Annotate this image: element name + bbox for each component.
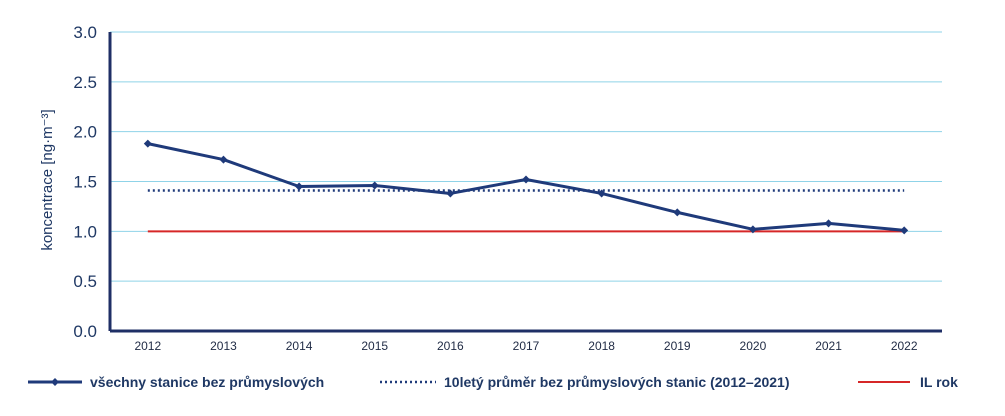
legend: všechny stanice bez průmyslových 10letý p… — [28, 374, 958, 390]
series-line-main — [147, 142, 905, 232]
data-point — [673, 208, 682, 217]
y-tick-label: 1.0 — [73, 222, 97, 241]
data-point — [446, 189, 455, 198]
x-tick-label: 2018 — [588, 339, 615, 353]
x-tick-label: 2017 — [513, 339, 540, 353]
x-tick-label: 2019 — [664, 339, 691, 353]
y-tick-label: 3.0 — [73, 23, 97, 42]
y-tick-label: 2.5 — [73, 73, 97, 92]
x-tick-label: 2013 — [210, 339, 237, 353]
data-point — [295, 182, 304, 191]
data-point — [824, 219, 833, 228]
data-point — [219, 155, 228, 164]
y-axis-label: koncentrace [ng·m⁻³] — [39, 109, 56, 250]
x-tick-label: 2022 — [891, 339, 918, 353]
y-tick-labels: 0.0 0.5 1.0 1.5 2.0 2.5 3.0 — [73, 23, 97, 341]
gridlines — [110, 31, 942, 282]
y-tick-label: 1.5 — [73, 173, 97, 192]
series-layer — [143, 139, 909, 235]
legend-label: všechny stanice bez průmyslových — [90, 374, 324, 390]
y-tick-label: 0.5 — [73, 272, 97, 291]
data-point — [748, 225, 757, 234]
y-tick-label: 0.0 — [73, 322, 97, 341]
data-point — [522, 175, 530, 184]
x-tick-label: 2016 — [437, 339, 464, 353]
data-point — [900, 226, 909, 235]
data-point — [597, 189, 606, 198]
axes — [108, 32, 942, 333]
legend-label: 10letý průměr bez průmyslových stanic (2… — [444, 374, 790, 390]
x-tick-label: 2021 — [815, 339, 842, 353]
y-tick-label: 2.0 — [73, 123, 97, 142]
x-tick-label: 2012 — [134, 339, 161, 353]
x-tick-label: 2015 — [361, 339, 388, 353]
data-point — [143, 139, 152, 148]
x-tick-labels: 2012 2013 2014 2015 2016 2017 2018 2019 2020 2021… — [134, 339, 917, 353]
legend-label: IL rok — [920, 374, 958, 390]
data-point — [370, 181, 379, 190]
x-tick-label: 2020 — [740, 339, 767, 353]
x-tick-label: 2014 — [286, 339, 313, 353]
legend-marker — [51, 378, 59, 386]
